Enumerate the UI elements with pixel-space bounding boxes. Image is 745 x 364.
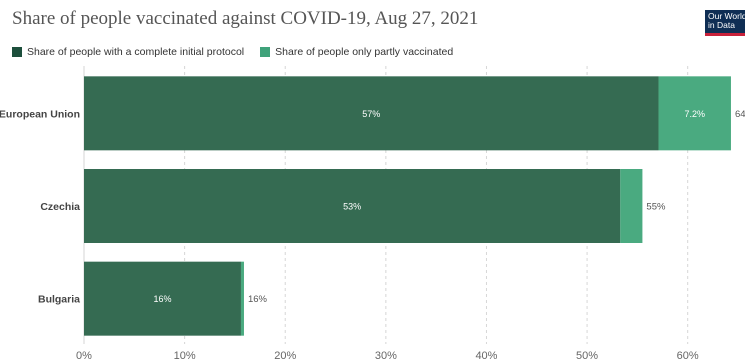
legend-item-complete[interactable]: Share of people with a complete initial … [12, 46, 244, 58]
x-tick-label: 40% [475, 350, 497, 362]
bar-partial[interactable] [620, 169, 643, 243]
bar-total-label: 55% [646, 202, 666, 213]
bar-partial[interactable] [658, 76, 731, 151]
bar-value-label: 16% [153, 294, 171, 304]
logo-line-2: in Data [708, 20, 735, 30]
bar-complete[interactable] [84, 76, 659, 151]
bar-total-label: 64% [735, 109, 745, 120]
category-label: Czechia [40, 201, 80, 213]
bar-value-label: 53% [343, 202, 361, 212]
owid-logo[interactable]: Our World in Data [705, 10, 745, 36]
legend-label-complete: Share of people with a complete initial … [27, 46, 245, 58]
x-tick-label: 50% [576, 350, 598, 362]
x-tick-label: 20% [274, 350, 296, 362]
chart-title: Share of people vaccinated against COVID… [12, 8, 479, 29]
x-tick-label: 10% [174, 350, 196, 362]
x-tick-label: 60% [677, 350, 699, 362]
legend-swatch-partial [260, 47, 271, 57]
x-tick-label: 30% [375, 350, 397, 362]
bar-value-label: 57% [362, 109, 380, 119]
legend-label-partial: Share of people only partly vaccinated [275, 46, 454, 58]
bar-total-label: 16% [248, 294, 268, 305]
category-label: Bulgaria [38, 294, 80, 306]
legend-item-partial[interactable]: Share of people only partly vaccinated [260, 46, 453, 58]
bar-complete[interactable] [84, 169, 621, 243]
legend-swatch-complete [12, 47, 22, 57]
bar-complete[interactable] [84, 261, 241, 336]
legend: Share of people with a complete initial … [12, 46, 469, 58]
bar-partial[interactable] [240, 261, 244, 336]
category-label: European Union [0, 108, 80, 120]
x-tick-label: 0% [76, 350, 92, 362]
bar-value-label: 7.2% [684, 109, 705, 119]
logo-line-1: Our World [708, 11, 745, 21]
